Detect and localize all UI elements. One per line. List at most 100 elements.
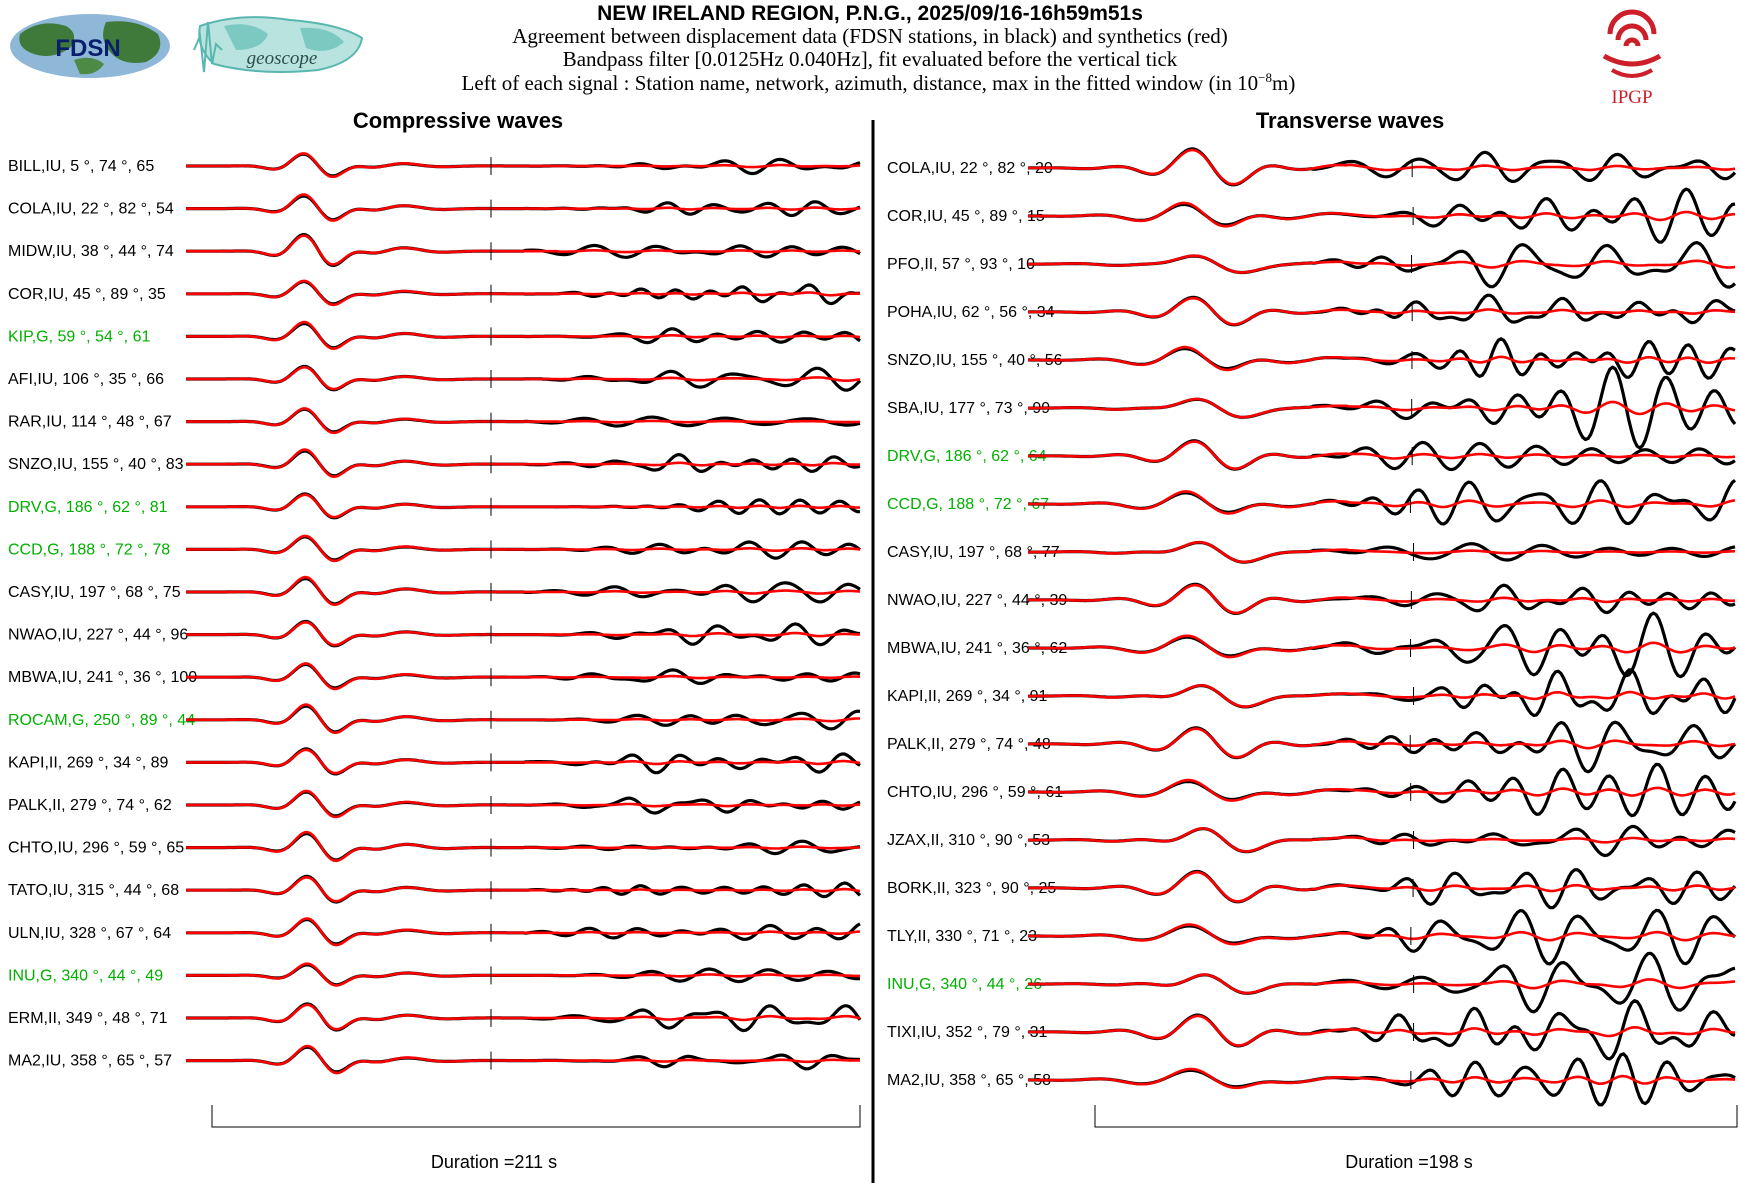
trace-row: BORK,II, 323 °, 90 °, 25 — [887, 868, 1737, 910]
trace-row: RAR,IU, 114 °, 48 °, 67 — [8, 407, 861, 435]
station-label: BORK,II, 323 °, 90 °, 25 — [887, 880, 1056, 897]
station-label: MA2,IU, 358 °, 65 °, 57 — [8, 1053, 172, 1070]
ipgp-arc-icon-5 — [1610, 68, 1654, 78]
trace-row: MA2,IU, 358 °, 65 °, 58 — [887, 1052, 1736, 1107]
synthetic-trace — [186, 534, 861, 563]
trace-row: CCD,G, 188 °, 72 °, 67 — [887, 478, 1737, 526]
synthetic-trace — [186, 193, 861, 222]
station-label: SNZO,IU, 155 °, 40 °, 83 — [8, 456, 184, 473]
transverse-duration-label: Duration =198 s — [1345, 1152, 1473, 1172]
station-label: CHTO,IU, 296 °, 59 °, 61 — [887, 784, 1063, 801]
data-trace — [1027, 611, 1737, 679]
fdsn-continent-south — [74, 57, 104, 75]
caption-line-3-prefix: Left of each signal : Station name, netw… — [462, 71, 1259, 95]
synthetic-trace — [1028, 490, 1736, 515]
fdsn-continent-west — [19, 23, 75, 56]
synthetic-trace — [1028, 148, 1736, 186]
synthetic-trace — [1028, 827, 1736, 853]
synthetic-trace — [186, 962, 860, 987]
synthetic-trace — [1028, 440, 1736, 470]
caption-line-3: Left of each signal : Station name, netw… — [462, 70, 1272, 95]
geoscope-logo-text: geoscope — [247, 48, 318, 69]
data-trace — [1027, 293, 1736, 327]
station-label: NWAO,IU, 227 °, 44 °, 39 — [887, 592, 1067, 609]
station-label: ROCAM,G, 250 °, 89 °, 44 — [8, 712, 195, 729]
station-label: KAPI,II, 269 °, 34 °, 91 — [887, 688, 1048, 705]
trace-row: CCD,G, 188 °, 72 °, 78 — [8, 534, 862, 563]
trace-row: CHTO,IU, 296 °, 59 °, 61 — [887, 762, 1737, 818]
station-label: COLA,IU, 22 °, 82 °, 54 — [8, 201, 174, 218]
synthetic-trace — [186, 876, 861, 903]
synthetic-trace — [1028, 634, 1736, 659]
synthetic-trace — [186, 748, 861, 775]
station-label: INU,G, 340 °, 44 °, 49 — [8, 967, 163, 984]
trace-row: TATO,IU, 315 °, 44 °, 68 — [8, 874, 862, 904]
trace-row: JZAX,II, 310 °, 90 °, 53 — [887, 824, 1736, 858]
trace-row: TIXI,IU, 352 °, 79 °, 31 — [887, 999, 1736, 1061]
transverse-panel-title: Transverse waves — [1256, 108, 1444, 133]
trace-row: PALK,II, 279 °, 74 °, 48 — [887, 720, 1737, 774]
transverse-waves-panel: COLA,IU, 22 °, 82 °, 20 COR,IU, 45 °, 89 … — [887, 147, 1737, 1107]
station-label: JZAX,II, 310 °, 90 °, 53 — [887, 832, 1050, 849]
trace-row: SNZO,IU, 155 °, 40 °, 56 — [887, 337, 1736, 380]
synthetic-trace — [186, 1044, 860, 1075]
transverse-duration-bracket: Duration =198 s — [1094, 1105, 1738, 1172]
synthetic-trace — [186, 662, 861, 691]
station-label: MBWA,IU, 241 °, 36 °, 62 — [887, 640, 1067, 657]
compressive-waves-panel: BILL,IU, 5 °, 74 °, 65 COLA,IU, 22 °, 82 … — [8, 152, 862, 1075]
transverse-duration-scale — [1094, 1105, 1738, 1128]
station-label: RAR,IU, 114 °, 48 °, 67 — [8, 414, 172, 431]
station-label: TIXI,IU, 352 °, 79 °, 31 — [887, 1024, 1048, 1041]
station-label: COLA,IU, 22 °, 82 °, 20 — [887, 160, 1053, 177]
synthetic-trace — [1028, 727, 1736, 759]
station-label: CCD,G, 188 °, 72 °, 78 — [8, 541, 170, 558]
synthetic-trace — [1028, 540, 1736, 564]
station-label: MBWA,IU, 241 °, 36 °, 100 — [8, 669, 197, 686]
synthetic-trace — [1028, 1067, 1736, 1090]
trace-row: CASY,IU, 197 °, 68 °, 77 — [887, 540, 1736, 564]
synthetic-trace — [186, 917, 861, 947]
station-label: SNZO,IU, 155 °, 40 °, 56 — [887, 352, 1063, 369]
compressive-panel-title: Compressive waves — [353, 108, 563, 133]
synthetic-trace — [186, 448, 861, 479]
fdsn-logo-text: FDSN — [55, 35, 120, 62]
trace-row: COR,IU, 45 °, 89 °, 15 — [887, 187, 1736, 244]
caption-line-1: Agreement between displacement data (FDS… — [512, 24, 1228, 48]
station-label: MIDW,IU, 38 °, 44 °, 74 — [8, 243, 174, 260]
synthetic-trace — [186, 279, 860, 307]
ipgp-arc-icon-3 — [1623, 37, 1641, 47]
trace-row: MBWA,IU, 241 °, 36 °, 62 — [887, 611, 1737, 679]
fdsn-continent-east — [103, 21, 161, 63]
station-label: SBA,IU, 177 °, 73 °, 99 — [887, 400, 1050, 417]
synthetic-trace — [1028, 345, 1736, 372]
station-label: DRV,G, 186 °, 62 °, 64 — [887, 448, 1047, 465]
trace-row: INU,G, 340 °, 44 °, 26 — [887, 951, 1736, 1014]
station-label: ULN,IU, 328 °, 67 °, 64 — [8, 925, 171, 942]
geoscope-continent-icon — [224, 24, 268, 50]
station-label: DRV,G, 186 °, 62 °, 81 — [8, 499, 168, 516]
synthetic-trace — [186, 493, 860, 519]
ipgp-arc-icon-2 — [1615, 23, 1649, 41]
synthetic-trace — [1028, 778, 1736, 802]
ipgp-logo: IPGP — [1602, 9, 1662, 108]
trace-row: INU,G, 340 °, 44 °, 49 — [8, 962, 861, 987]
data-trace — [1027, 337, 1736, 380]
trace-row: COLA,IU, 22 °, 82 °, 20 — [887, 147, 1737, 187]
trace-row: MIDW,IU, 38 °, 44 °, 74 — [8, 233, 861, 267]
trace-row: POHA,IU, 62 °, 56 °, 34 — [887, 293, 1736, 327]
synthetic-trace — [186, 830, 860, 863]
station-label: NWAO,IU, 227 °, 44 °, 96 — [8, 627, 188, 644]
trace-row: DRV,G, 186 °, 62 °, 81 — [8, 492, 861, 520]
trace-row: NWAO,IU, 227 °, 44 °, 96 — [8, 619, 861, 648]
station-label: KAPI,II, 269 °, 34 °, 89 — [8, 754, 169, 771]
station-label: TATO,IU, 315 °, 44 °, 68 — [8, 882, 179, 899]
caption-line-3-exponent: −8 — [1258, 70, 1272, 85]
figure-title: NEW IRELAND REGION, P.N.G., 2025/09/16-1… — [597, 2, 1143, 25]
trace-row: COR,IU, 45 °, 89 °, 35 — [8, 279, 861, 307]
synthetic-trace — [186, 320, 861, 350]
geoscope-logo: geoscope — [193, 16, 364, 73]
synthetic-trace — [1028, 397, 1736, 419]
synthetic-trace — [186, 575, 861, 606]
synthetic-trace — [186, 621, 860, 647]
